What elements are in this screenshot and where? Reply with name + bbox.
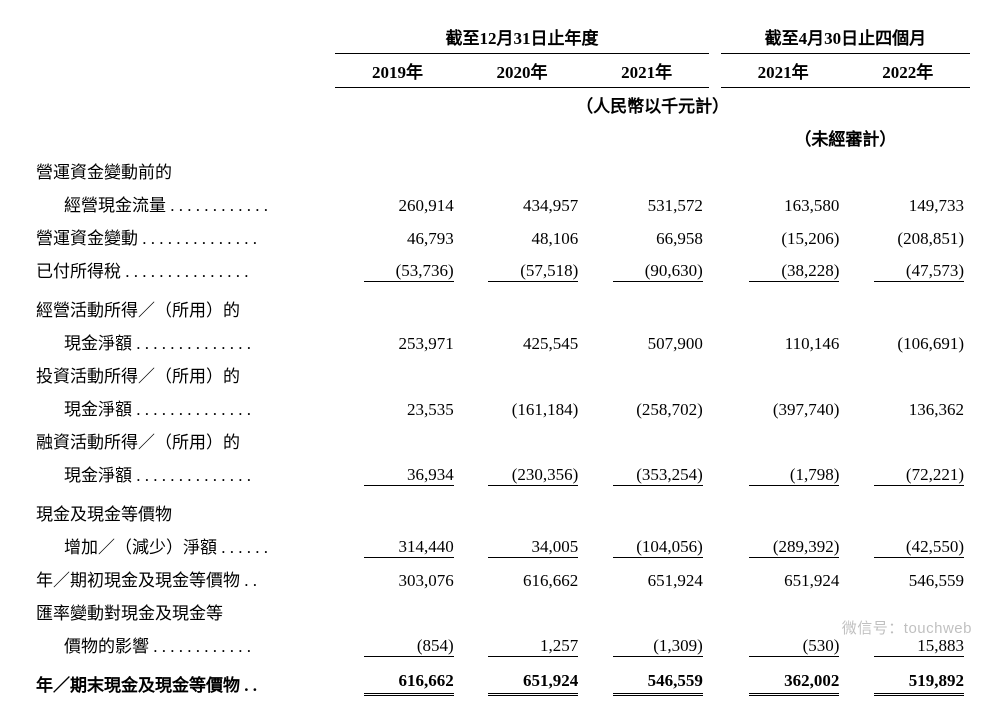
row-label: 匯率變動對現金及現金等 [30,595,335,628]
cell: 36,934 [364,465,454,486]
cell: 519,892 [874,671,964,696]
period-header-1: 截至12月31日止年度 [335,20,709,54]
row-label: 營運資金變動 . . . . . . . . . . . . . . [30,220,335,253]
cell: 34,005 [488,537,578,558]
cell: 23,535 [364,400,454,420]
year-header-2021b: 2021年 [721,54,846,88]
table-row: 已付所得稅 . . . . . . . . . . . . . . . (53,… [30,253,970,286]
cell: 616,662 [364,671,454,696]
cell: 149,733 [874,196,964,216]
cell: (258,702) [613,400,703,420]
row-label: 已付所得稅 . . . . . . . . . . . . . . . [30,253,335,286]
row-label: 融資活動所得／（所用）的 [30,424,335,457]
cell: 110,146 [749,334,839,354]
cell: (15,206) [749,229,839,249]
cell: (1,798) [749,465,839,486]
row-label: 經營活動所得／（所用）的 [30,292,335,325]
cell: (1,309) [613,636,703,657]
cell: (397,740) [749,400,839,420]
table-row: 營運資金變動 . . . . . . . . . . . . . . 46,79… [30,220,970,253]
cell: 253,971 [364,334,454,354]
row-label: 年／期初現金及現金等價物 . . [30,562,335,595]
cell: 616,662 [488,571,578,591]
cell: 1,257 [488,636,578,657]
cell: 507,900 [613,334,703,354]
cell: 651,924 [488,671,578,696]
unaudited-label: （未經審計） [721,121,970,154]
table-row: 現金淨額 . . . . . . . . . . . . . . 36,934 … [30,457,970,490]
watermark: 微信号：touchweb [842,617,972,638]
cell: (57,518) [488,261,578,282]
cell: 46,793 [364,229,454,249]
cell: (53,736) [364,261,454,282]
table-row-total: 年／期末現金及現金等價物 . . 616,662 651,924 546,559… [30,667,970,700]
cell: 303,076 [364,571,454,591]
cell: (106,691) [874,334,964,354]
cell: 15,883 [874,636,964,657]
row-label: 現金淨額 . . . . . . . . . . . . . . [30,391,335,424]
cell: (104,056) [613,537,703,558]
cell: 651,924 [749,571,839,591]
unit-label: （人民幣以千元計） [335,88,970,122]
cell: 314,440 [364,537,454,558]
row-label: 現金淨額 . . . . . . . . . . . . . . [30,325,335,358]
cell: (161,184) [488,400,578,420]
cell: 546,559 [613,671,703,696]
cell: 136,362 [874,400,964,420]
cashflow-table: 截至12月31日止年度 截至4月30日止四個月 2019年 2020年 2021… [30,20,970,700]
table-row: 增加／（減少）淨額 . . . . . . 314,440 34,005 (10… [30,529,970,562]
table-row: 年／期初現金及現金等價物 . . 303,076 616,662 651,924… [30,562,970,595]
row-label: 營運資金變動前的 [30,154,335,187]
row-label: 經營現金流量 . . . . . . . . . . . . [30,187,335,220]
cell: (90,630) [613,261,703,282]
cell: (854) [364,636,454,657]
cell: (42,550) [874,537,964,558]
year-header-2022: 2022年 [845,54,970,88]
row-label: 價物的影響 . . . . . . . . . . . . [30,628,335,661]
cell: 531,572 [613,196,703,216]
cell: 425,545 [488,334,578,354]
cell: (353,254) [613,465,703,486]
period-header-2: 截至4月30日止四個月 [721,20,970,54]
year-header-2019: 2019年 [335,54,460,88]
cell: (72,221) [874,465,964,486]
cell: (208,851) [874,229,964,249]
cell: (530) [749,636,839,657]
cell: 163,580 [749,196,839,216]
row-label: 增加／（減少）淨額 . . . . . . [30,529,335,562]
cell: 434,957 [488,196,578,216]
year-header-2020: 2020年 [460,54,585,88]
cell: 651,924 [613,571,703,591]
cell: 546,559 [874,571,964,591]
table-row: 現金淨額 . . . . . . . . . . . . . . 23,535 … [30,391,970,424]
table-row: 現金淨額 . . . . . . . . . . . . . . 253,971… [30,325,970,358]
year-header-2021a: 2021年 [584,54,709,88]
cell: 66,958 [613,229,703,249]
row-label: 現金淨額 . . . . . . . . . . . . . . [30,457,335,490]
cell: 362,002 [749,671,839,696]
table-row: 經營現金流量 . . . . . . . . . . . . 260,914 4… [30,187,970,220]
cell: (289,392) [749,537,839,558]
cell: (230,356) [488,465,578,486]
row-label: 投資活動所得／（所用）的 [30,358,335,391]
table-row: 價物的影響 . . . . . . . . . . . . (854) 1,25… [30,628,970,661]
cell: (47,573) [874,261,964,282]
cell: 48,106 [488,229,578,249]
row-label: 現金及現金等價物 [30,496,335,529]
row-label: 年／期末現金及現金等價物 . . [30,667,335,700]
cell: (38,228) [749,261,839,282]
cell: 260,914 [364,196,454,216]
